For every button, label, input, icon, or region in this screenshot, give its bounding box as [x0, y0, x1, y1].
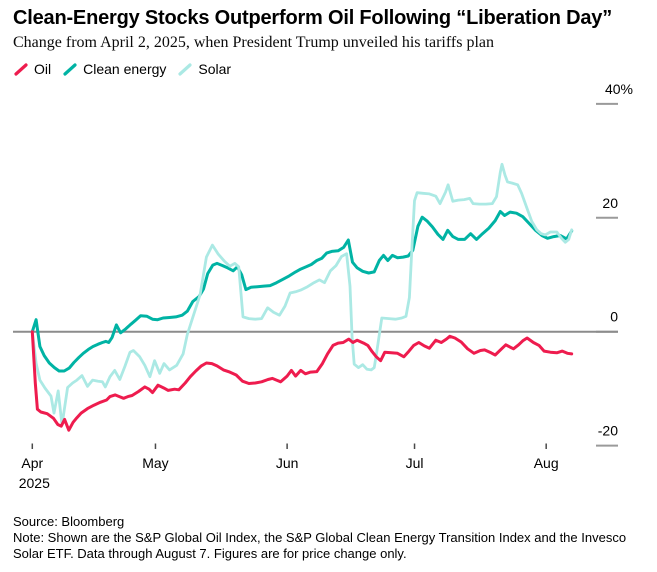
oil-line	[30, 330, 574, 432]
x-tick-label-Jul: Jul	[406, 455, 424, 471]
x-tick-sublabel-2025: 2025	[19, 475, 50, 491]
methodology-note: Note: Shown are the S&P Global Oil Index…	[13, 530, 627, 561]
x-tick-label-May: May	[142, 455, 168, 471]
chart-footer: Source: Bloomberg Note: Shown are the S&…	[13, 514, 651, 562]
y-tick-label-20: 20	[602, 195, 618, 211]
legend-item-clean-energy: Clean energy	[62, 61, 166, 77]
y-tick-label-0: 0	[610, 309, 618, 325]
chart-subtitle: Change from April 2, 2025, when Presiden…	[13, 34, 494, 51]
chart-legend: Oil Clean energy Solar	[13, 61, 242, 77]
y-tick-label--20: -20	[598, 423, 618, 439]
solar-line-swatch-icon	[178, 62, 193, 76]
x-tick-label-Apr: Apr	[21, 455, 43, 471]
source-note: Source: Bloomberg	[13, 514, 125, 529]
clean-energy-line-swatch-icon	[63, 62, 77, 76]
legend-label-oil: Oil	[34, 61, 52, 77]
clean-energy-line	[30, 210, 574, 373]
page-title: Clean-Energy Stocks Outperform Oil Follo…	[13, 7, 612, 29]
oil-line-swatch-icon	[14, 62, 28, 76]
solar-line	[30, 162, 574, 427]
x-tick-label-Aug: Aug	[534, 455, 559, 471]
legend-item-oil: Oil	[13, 61, 51, 77]
legend-label-clean-energy: Clean energy	[83, 61, 167, 77]
legend-item-solar: Solar	[177, 61, 231, 77]
x-tick-label-Jun: Jun	[276, 455, 299, 471]
legend-label-solar: Solar	[198, 61, 232, 77]
y-tick-label-40: 40%	[605, 81, 633, 97]
